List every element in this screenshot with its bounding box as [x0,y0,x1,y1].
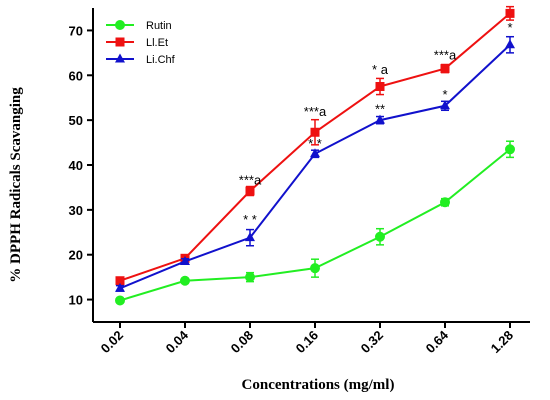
data-point-rutin [505,144,515,155]
significance-annotation: * [442,87,447,102]
x-tick-label: 0.64 [423,327,452,356]
y-tick-label: 10 [69,293,83,308]
data-point-ll-et [440,64,450,74]
data-point-li-chf [115,282,125,292]
legend-marker-ll-et [115,37,125,47]
legend-label-ll-et: Ll.Et [146,37,168,49]
y-tick-label: 60 [69,68,83,83]
data-point-li-chf [375,114,385,124]
legend-label-rutin: Rutin [146,20,172,32]
data-point-li-chf [310,148,320,158]
data-point-li-chf [505,39,515,49]
legend-marker-li-chf [115,53,125,63]
data-point-rutin [310,263,320,274]
data-point-ll-et [310,127,320,137]
significance-annotation: * a [372,62,389,77]
data-point-ll-et [505,8,515,18]
y-tick-label: 70 [69,23,83,38]
x-tick-label: 0.16 [293,328,322,357]
x-tick-label: 0.32 [358,328,387,357]
data-point-rutin [115,295,125,306]
plot-area: * * ***a * * ***a ** * a * ***a * [115,5,515,306]
axes: 10 20 30 40 50 60 70 0.02 0.04 0.08 0.16 0.32 0.64 1.… [69,8,530,356]
y-tick-label: 40 [69,158,83,173]
significance-annotation: * * [308,136,322,151]
data-point-li-chf [440,100,450,110]
legend: Rutin Ll.Et Li.Chf [106,20,176,66]
data-point-ll-et [115,276,125,286]
significance-annotation: * [507,20,512,35]
y-tick-label: 20 [69,248,83,263]
data-point-rutin [440,197,450,208]
data-point-ll-et [375,82,385,91]
y-tick-label: 50 [69,113,83,128]
x-tick-label: 0.04 [163,327,192,356]
x-axis-title: Concentrations (mg/ml) [242,377,395,393]
data-point-rutin [375,231,385,242]
data-point-li-chf [245,232,255,242]
x-tick-label: 0.08 [228,328,257,357]
data-point-rutin [245,272,255,283]
x-tick-label: 0.02 [98,328,127,357]
legend-label-li-chf: Li.Chf [146,54,176,66]
significance-annotation: ** [375,101,385,116]
significance-annotation: ***a [434,48,457,63]
legend-marker-rutin [115,20,125,30]
data-point-li-chf [180,255,190,265]
significance-annotation: * * [243,212,257,227]
significance-annotation: ***a [239,172,262,187]
series-line-li-chf [119,44,511,290]
y-axis-title: % DPPH Radicals Scavanging [8,87,24,283]
y-tick-label: 30 [69,203,83,218]
data-point-ll-et [245,186,255,196]
data-point-rutin [180,275,190,286]
x-tick-label: 1.28 [488,328,517,357]
significance-annotation: ***a [304,104,327,119]
